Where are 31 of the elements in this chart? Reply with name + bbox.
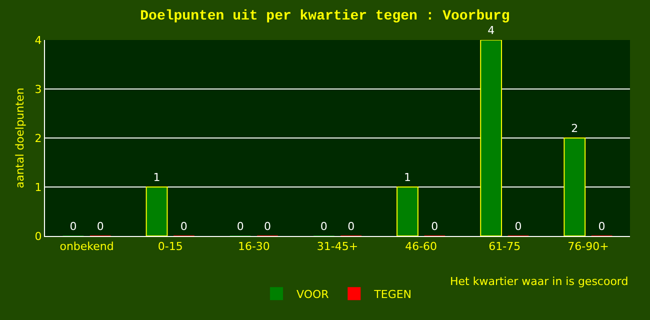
y-tick-label: 3 (34, 82, 42, 96)
data-label: 4 (488, 24, 495, 37)
data-label: 0 (514, 220, 522, 233)
x-tick-label: onbekend (60, 240, 114, 254)
chart-title: Doelpunten uit per kwartier tegen : Voorburg (140, 8, 510, 24)
data-label: 0 (348, 220, 355, 233)
data-label: 0 (431, 220, 438, 233)
legend-label: VOOR (296, 288, 330, 301)
data-label: 0 (96, 220, 104, 233)
data-label: 0 (236, 220, 244, 233)
y-axis-title: aantal doelpunten (13, 88, 26, 188)
x-tick-label: 76-90+ (568, 240, 609, 254)
data-label: 0 (320, 220, 328, 233)
x-tick-label: 46-60 (405, 240, 438, 254)
y-tick-label: 4 (34, 34, 42, 47)
x-tick-label: 31-45+ (316, 240, 358, 254)
legend-label: TEGEN (373, 288, 412, 301)
data-label: 0 (70, 220, 77, 233)
data-label: 0 (598, 220, 606, 233)
x-tick-label: 16-30 (238, 240, 270, 254)
data-label: 1 (153, 171, 160, 184)
data-label: 1 (404, 171, 411, 184)
data-label: 0 (180, 220, 188, 233)
y-tick-label: 0 (34, 230, 42, 243)
x-tick-label: 0-15 (158, 240, 183, 254)
y-tick-label: 1 (34, 180, 42, 194)
data-label: 2 (571, 122, 578, 135)
data-label: 0 (264, 220, 272, 233)
x-axis-title: Het kwartier waar in is gescoord (450, 275, 628, 288)
y-tick-label: 2 (34, 132, 42, 145)
x-tick-label: 61-75 (488, 240, 521, 254)
